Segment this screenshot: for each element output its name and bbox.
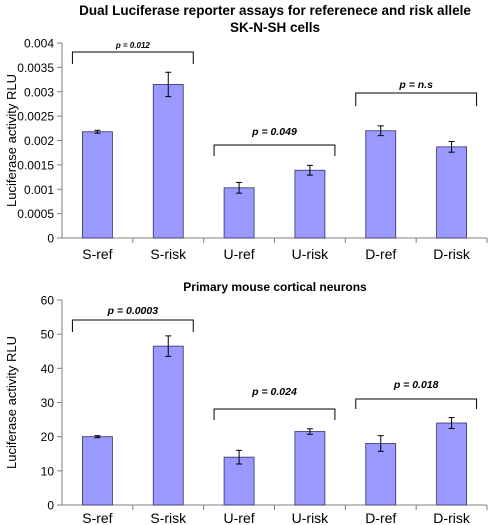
x-tick-label: D-risk xyxy=(433,510,471,525)
y-tick-label: 0.0005 xyxy=(17,207,54,221)
p-value-annotation: p = 0.018 xyxy=(393,379,439,391)
p-value-annotation: p = 0.024 xyxy=(251,386,297,398)
bar-d-risk xyxy=(436,422,467,506)
significance-bracket xyxy=(213,408,336,420)
y-tick-label: 0 xyxy=(47,499,54,513)
y-tick-label: 30 xyxy=(41,396,55,410)
y-tick-label: 20 xyxy=(41,430,55,444)
x-tick-label: U-ref xyxy=(224,510,255,525)
bar-s-risk xyxy=(152,345,184,506)
bar-d-risk xyxy=(436,146,467,239)
x-tick-label: U-risk xyxy=(292,510,330,525)
p-value-annotation: p = 0.012 xyxy=(115,41,151,50)
bar-d-ref xyxy=(365,443,397,506)
chart-1 xyxy=(57,42,488,243)
x-tick-label: D-ref xyxy=(365,246,396,262)
y-tick-label: 0.0015 xyxy=(17,158,54,172)
y-tick-label: 0.001 xyxy=(24,183,54,197)
bar-s-ref xyxy=(82,436,113,506)
y-axis-label: Luciferase activity RLU xyxy=(4,336,19,469)
chart-subtitle: SK-N-SH cells xyxy=(230,20,320,35)
y-tick-label: 40 xyxy=(41,362,55,376)
significance-bracket xyxy=(213,144,336,156)
significance-bracket xyxy=(71,51,194,64)
bar-u-risk xyxy=(294,431,326,506)
y-tick-label: 0.004 xyxy=(24,37,54,51)
y-tick-label: 0.0035 xyxy=(17,61,54,75)
x-tick-label: S-risk xyxy=(150,246,187,262)
significance-bracket xyxy=(355,398,478,409)
x-tick-label: D-ref xyxy=(365,510,396,525)
y-tick-label: 0 xyxy=(47,232,54,246)
x-tick-label: S-risk xyxy=(150,510,187,525)
significance-bracket xyxy=(355,92,478,106)
bar-u-ref xyxy=(223,456,255,506)
y-tick-label: 50 xyxy=(41,328,55,342)
y-tick-label: 60 xyxy=(41,294,55,308)
bar-s-ref xyxy=(82,131,113,239)
bar-d-ref xyxy=(365,130,397,239)
bar-s-risk xyxy=(152,84,184,239)
chart-title: Dual Luciferase reporter assays for refe… xyxy=(79,3,471,18)
x-tick-label: S-ref xyxy=(82,510,112,525)
x-tick-label: S-ref xyxy=(82,246,112,262)
bar-u-risk xyxy=(294,169,326,239)
y-tick-label: 0.003 xyxy=(24,85,54,99)
bar-u-ref xyxy=(223,187,255,239)
p-value-annotation: p = 0.0003 xyxy=(107,305,159,317)
y-tick-label: 0.0025 xyxy=(17,110,54,124)
y-axis-label: Luciferase activity RLU xyxy=(4,74,19,207)
y-tick-label: 0.002 xyxy=(24,134,54,148)
x-tick-label: U-risk xyxy=(292,246,330,262)
p-value-annotation: p = 0.049 xyxy=(251,126,297,138)
chart-2 xyxy=(57,299,488,510)
significance-bracket xyxy=(71,319,194,332)
chart-title: Primary mouse cortical neurons xyxy=(183,280,367,294)
x-tick-label: U-ref xyxy=(224,246,255,262)
y-tick-label: 10 xyxy=(41,464,55,478)
x-tick-label: D-risk xyxy=(433,246,471,262)
p-value-annotation: p = n.s xyxy=(398,79,433,91)
